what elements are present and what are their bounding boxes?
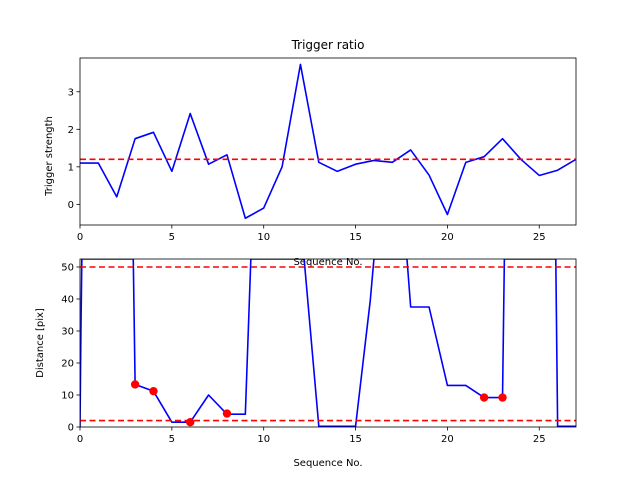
y-tick-label: 10 bbox=[61, 391, 74, 402]
y-tick-label: 20 bbox=[61, 359, 74, 370]
y-tick-label: 1 bbox=[68, 162, 74, 173]
plot-marks bbox=[80, 259, 576, 427]
y-tick-label: 0 bbox=[68, 200, 74, 211]
x-tick-label: 15 bbox=[349, 434, 362, 445]
y-tick-label: 0 bbox=[68, 423, 74, 434]
plot-frame bbox=[79, 57, 577, 226]
x-tick-label: 0 bbox=[77, 434, 83, 445]
x-axis-label: Sequence No. bbox=[293, 458, 362, 469]
plot-area bbox=[80, 63, 576, 220]
x-tick-label: 20 bbox=[441, 434, 454, 445]
plot-frame bbox=[79, 258, 577, 428]
x-tick-label: 5 bbox=[169, 434, 175, 445]
y-tick-label: 40 bbox=[61, 295, 74, 306]
x-tick-label: 5 bbox=[169, 232, 175, 243]
data-point-marker bbox=[479, 393, 489, 402]
x-tick-label: 20 bbox=[441, 232, 454, 243]
x-tick-label: 25 bbox=[533, 434, 546, 445]
chart-title: Trigger ratio bbox=[291, 38, 365, 52]
data-point-marker bbox=[186, 418, 195, 427]
axis-ticks: 0 5 10 15 20 25 0 10 20 30 40 50 bbox=[61, 263, 545, 446]
x-tick-label: 10 bbox=[257, 434, 270, 445]
axis-ticks: 0 5 10 15 20 25 0 1 2 3 bbox=[68, 87, 546, 243]
x-tick-label: 10 bbox=[257, 232, 270, 243]
data-point-marker bbox=[222, 409, 232, 418]
y-tick-label: 30 bbox=[61, 327, 74, 338]
distance-chart: Distance [pix] Sequence No. 0 5 10 15 20 25 0 1… bbox=[35, 258, 577, 469]
x-axis-label: Sequence No. bbox=[293, 257, 362, 268]
plot-area bbox=[80, 259, 576, 427]
y-axis-label: Trigger strength bbox=[44, 116, 55, 197]
y-tick-label: 2 bbox=[68, 125, 74, 136]
x-tick-label: 0 bbox=[77, 232, 83, 243]
x-tick-label: 15 bbox=[349, 232, 362, 243]
y-tick-label: 3 bbox=[68, 87, 74, 98]
plot-marks bbox=[80, 63, 576, 220]
series-line bbox=[80, 63, 576, 220]
x-tick-label: 25 bbox=[533, 232, 546, 243]
y-tick-label: 50 bbox=[61, 263, 74, 274]
trigger-ratio-chart: Trigger ratio Trigger strength Sequence … bbox=[44, 38, 577, 268]
y-axis-label: Distance [pix] bbox=[35, 308, 46, 378]
data-point-marker bbox=[149, 386, 158, 396]
data-point-marker bbox=[130, 380, 140, 389]
data-point-marker bbox=[498, 393, 507, 402]
